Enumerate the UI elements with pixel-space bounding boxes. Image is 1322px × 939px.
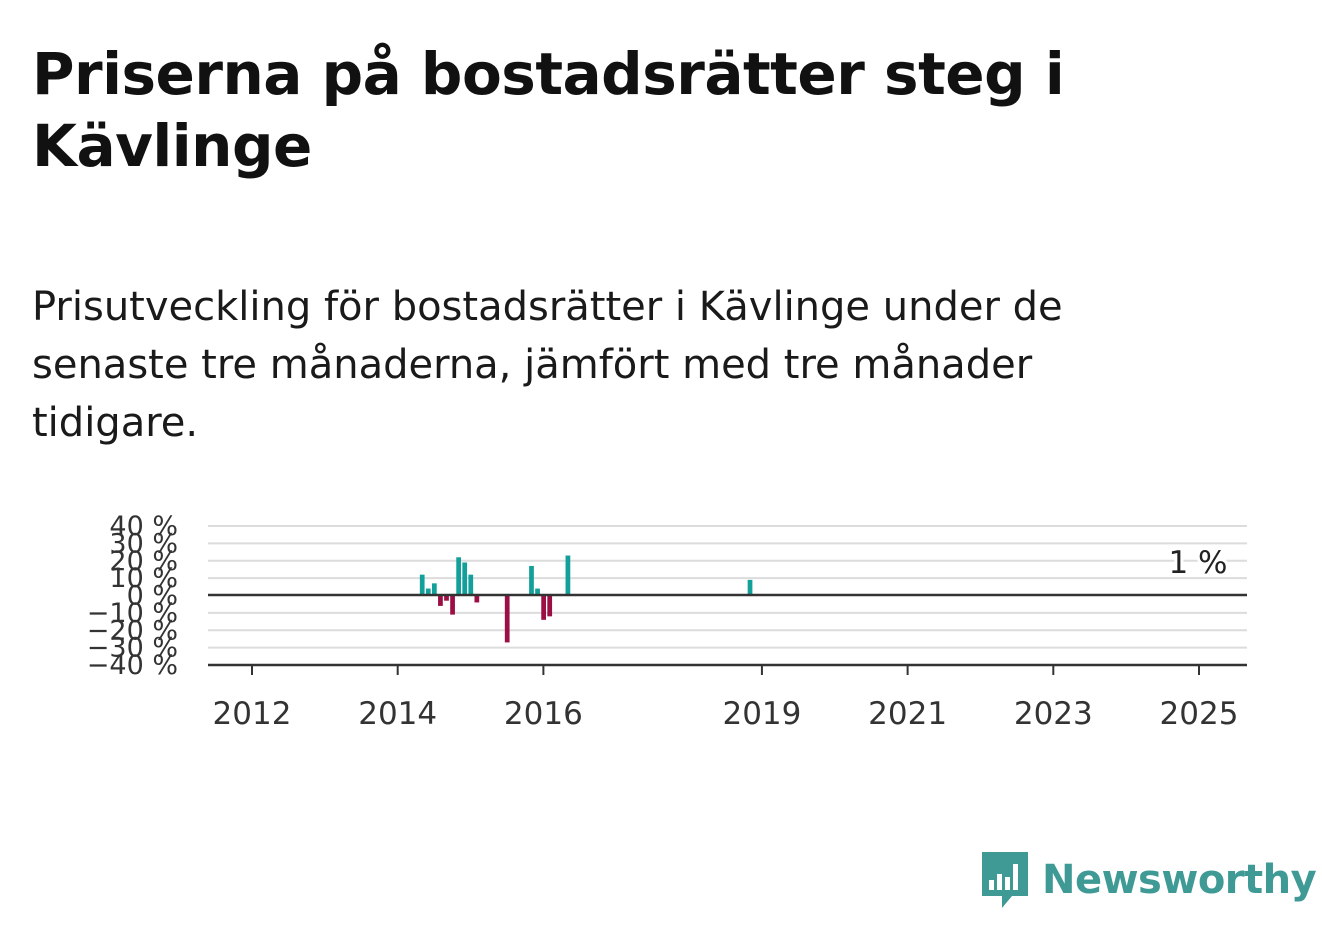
bar (535, 588, 540, 595)
bar (474, 595, 480, 603)
bar (444, 595, 449, 601)
x-tick-label: 2019 (722, 696, 801, 732)
bar (456, 557, 462, 595)
bar (438, 595, 443, 606)
brand-name: Newsworthy (1042, 857, 1317, 903)
bar (431, 583, 437, 595)
chart-subtitle: Prisutveckling för bostadsrätter i Kävli… (32, 284, 1063, 446)
bar (747, 579, 753, 595)
chart-title: Priserna på bostadsrätter steg i Kävling… (32, 40, 1065, 180)
bar (468, 574, 474, 595)
x-tick-label: 2021 (868, 696, 947, 732)
y-axis-ticks: −40 %−30 %−20 %−10 %0 %10 %20 %30 %40 % (87, 511, 178, 681)
y-tick-label: 10 % (109, 563, 178, 594)
x-axis-ticks: 2012 2014 2016 2019 2021 2023 2025 (213, 665, 1239, 732)
x-tick-label: 2014 (358, 696, 437, 732)
x-tick-label: 2025 (1160, 696, 1239, 732)
bar (541, 595, 546, 620)
y-tick-label: 40 % (109, 511, 178, 542)
newsworthy-logo: Newsworthy (980, 850, 1317, 910)
y-tick-label: −40 % (87, 650, 178, 681)
bar (419, 574, 425, 595)
bar (425, 588, 431, 595)
bar (450, 595, 455, 615)
y-tick-label: 0 % (127, 581, 178, 612)
bar (529, 565, 534, 595)
bar (504, 595, 510, 643)
last-value-label: 1 % (1168, 545, 1227, 581)
newsworthy-logo-icon (982, 852, 1028, 908)
y-tick-label: −10 % (87, 598, 178, 629)
x-tick-label: 2023 (1014, 696, 1093, 732)
grid-lines (208, 525, 1247, 666)
annotations: 1 % (1165, 542, 1230, 584)
axes (208, 593, 1247, 667)
bar (462, 562, 468, 595)
y-tick-label: 20 % (109, 546, 178, 577)
bars (419, 555, 753, 643)
y-tick-label: −20 % (87, 615, 178, 646)
x-tick-label: 2012 (213, 696, 292, 732)
y-tick-label: −30 % (87, 633, 178, 664)
x-tick-label: 2016 (504, 696, 583, 732)
bar (565, 555, 571, 595)
y-tick-label: 30 % (109, 528, 178, 559)
bar (547, 595, 553, 617)
